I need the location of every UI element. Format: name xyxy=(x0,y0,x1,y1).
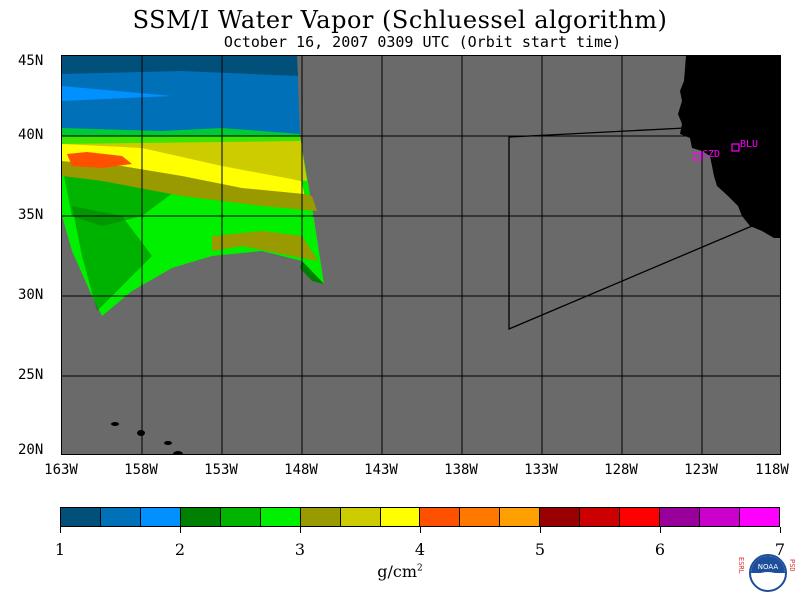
colorbar-swatch xyxy=(220,508,261,526)
lat-label: 20N xyxy=(18,442,44,458)
water-vapor-swath xyxy=(62,56,324,316)
colorbar-swatch xyxy=(340,508,381,526)
map-title: SSM/I Water Vapor (Schluessel algorithm) xyxy=(132,6,668,34)
hawaiian-islands xyxy=(111,422,183,454)
colorbar-tick-label: 7 xyxy=(774,540,786,559)
colorbar-swatch xyxy=(380,508,421,526)
colorbar-tick-label: 4 xyxy=(414,540,426,559)
map-panel: CZD BLU xyxy=(61,55,781,455)
colorbar-tick xyxy=(539,527,541,533)
colorbar-swatch xyxy=(460,508,501,526)
colorbar-tick-label: 6 xyxy=(654,540,666,559)
colorbar-swatch xyxy=(100,508,141,526)
colorbar-tick-label: 1 xyxy=(54,540,66,559)
water-vapor-map: CZD BLU xyxy=(62,56,780,454)
colorbar-swatch xyxy=(700,508,740,526)
colorbar-swatch xyxy=(180,508,221,526)
colorbar-swatch xyxy=(260,508,301,526)
colorbar-swatch xyxy=(300,508,341,526)
noaa-logo: NOAA ESRL PSD xyxy=(738,554,796,592)
lon-label: 133W xyxy=(524,462,558,478)
colorbar-swatch xyxy=(61,508,101,526)
colorbar-swatch xyxy=(500,508,541,526)
lon-label: 128W xyxy=(604,462,638,478)
california-landmass xyxy=(678,56,780,238)
lon-label: 163W xyxy=(44,462,78,478)
svg-text:PSD: PSD xyxy=(788,559,796,572)
colorbar-tick xyxy=(299,527,301,533)
lon-label: 138W xyxy=(444,462,478,478)
lon-label: 148W xyxy=(284,462,318,478)
grid-lines xyxy=(62,56,780,454)
lon-label: 118W xyxy=(755,462,789,478)
colorbar-swatch xyxy=(580,508,621,526)
lon-label: 123W xyxy=(684,462,718,478)
colorbar-swatch xyxy=(140,508,181,526)
lat-label: 25N xyxy=(18,367,44,383)
colorbar-tick-label: 3 xyxy=(294,540,306,559)
lon-label: 143W xyxy=(364,462,398,478)
colorbar-swatch xyxy=(739,508,779,526)
colorbar-tick xyxy=(779,527,781,533)
lat-label: 40N xyxy=(18,127,44,143)
map-subtitle: October 16, 2007 0309 UTC (Orbit start t… xyxy=(223,33,622,51)
colorbar-swatch xyxy=(540,508,581,526)
lon-label: 158W xyxy=(124,462,158,478)
station-markers xyxy=(693,143,740,161)
station-label-czd: CZD xyxy=(702,149,720,160)
svg-text:ESRL: ESRL xyxy=(738,557,745,574)
svg-text:NOAA: NOAA xyxy=(758,563,779,571)
orbit-outline xyxy=(508,127,753,330)
colorbar-tick-label: 5 xyxy=(534,540,546,559)
colorbar-swatch xyxy=(620,508,661,526)
station-label-blu: BLU xyxy=(740,139,758,150)
colorbar xyxy=(60,507,780,527)
colorbar-tick xyxy=(419,527,421,533)
lat-label: 35N xyxy=(18,207,44,223)
lat-label: 30N xyxy=(18,287,44,303)
lat-label: 45N xyxy=(18,53,44,69)
colorbar-tick-label: 2 xyxy=(174,540,186,559)
colorbar-unit: g/cm2 xyxy=(377,562,423,581)
colorbar-tick xyxy=(179,527,181,533)
colorbar-tick xyxy=(659,527,661,533)
colorbar-swatch xyxy=(660,508,700,526)
colorbar-swatch xyxy=(420,508,461,526)
colorbar-tick xyxy=(59,527,61,533)
lon-label: 153W xyxy=(204,462,238,478)
